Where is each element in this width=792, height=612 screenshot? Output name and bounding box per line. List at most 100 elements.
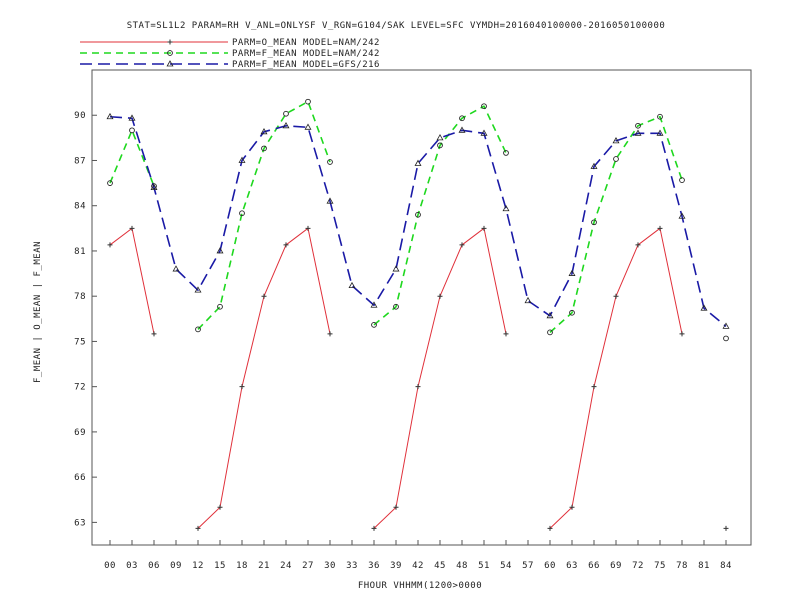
data-point-marker — [172, 265, 180, 272]
data-point-marker — [283, 110, 289, 117]
data-point-marker — [722, 322, 730, 329]
data-point-marker — [657, 225, 663, 231]
x-tick-label: 03 — [126, 561, 138, 571]
data-point-marker — [167, 50, 173, 56]
data-point-marker — [590, 162, 598, 169]
y-axis: 63 66 69 72 75 78 81 84 87 90 — [74, 111, 97, 528]
data-point-marker — [613, 293, 619, 299]
x-tick-label: 51 — [478, 561, 490, 571]
x-tick-label: 33 — [346, 561, 358, 571]
legend-label-0: PARM=O_MEAN MODEL=NAM/242 — [232, 38, 380, 48]
data-point-marker — [459, 115, 465, 122]
x-tick-label: 84 — [720, 561, 732, 571]
data-point-marker — [239, 210, 245, 217]
data-point-marker — [348, 281, 356, 289]
y-tick-label: 72 — [74, 383, 86, 393]
data-point-marker — [195, 326, 201, 333]
x-tick-label: 30 — [324, 561, 336, 571]
x-tick-label: 63 — [566, 561, 578, 571]
x-axis-label: FHOUR VHHMM(1200>0000 — [358, 581, 482, 591]
y-tick-label: 78 — [74, 292, 86, 302]
x-tick-label: 78 — [676, 561, 688, 571]
data-point-marker — [282, 121, 290, 129]
series-line-0 — [110, 228, 726, 528]
data-point-marker — [634, 129, 642, 136]
x-tick-label: 24 — [280, 561, 292, 571]
data-point-marker — [393, 504, 399, 510]
data-point-marker — [304, 123, 312, 130]
x-tick-label: 57 — [522, 561, 534, 571]
data-point-marker — [283, 242, 289, 248]
x-tick-label: 12 — [192, 561, 204, 571]
data-point-marker — [546, 311, 554, 319]
data-point-marker — [723, 335, 729, 342]
data-point-marker — [569, 309, 575, 316]
data-point-marker — [392, 265, 400, 272]
x-tick-label: 48 — [456, 561, 468, 571]
data-point-marker — [635, 242, 641, 248]
data-point-marker — [239, 384, 245, 390]
data-point-marker — [503, 331, 509, 337]
data-point-marker — [678, 212, 686, 219]
x-tick-label: 21 — [258, 561, 270, 571]
y-tick-label: 90 — [74, 111, 86, 121]
data-point-marker — [657, 113, 663, 120]
chart-title: STAT=SL1L2 PARAM=RH V_ANL=ONLYSF V_RGN=G… — [127, 21, 666, 31]
series-lines — [110, 102, 726, 529]
data-point-marker — [151, 183, 157, 189]
y-tick-label: 69 — [74, 428, 86, 438]
data-point-marker — [238, 156, 246, 163]
data-point-marker — [371, 525, 377, 531]
plot-frame — [91, 69, 752, 546]
data-point-marker — [261, 145, 267, 152]
data-point-marker — [393, 303, 399, 310]
data-point-marker — [129, 127, 135, 134]
x-tick-label: 54 — [500, 561, 512, 571]
data-point-marker — [326, 197, 334, 204]
y-tick-label: 87 — [74, 156, 86, 166]
data-point-marker — [436, 134, 444, 141]
data-point-marker — [305, 98, 311, 105]
y-axis-label: F_MEAN | O_MEAN | F_MEAN — [33, 241, 43, 383]
data-point-marker — [327, 159, 333, 165]
y-tick-label: 75 — [74, 337, 86, 347]
x-tick-label: 75 — [654, 561, 666, 571]
data-point-marker — [656, 129, 664, 136]
y-tick-label: 66 — [74, 473, 86, 483]
data-point-marker — [217, 504, 223, 510]
series-line-2 — [109, 115, 727, 327]
x-tick-label: 18 — [236, 561, 248, 571]
data-point-marker — [261, 293, 267, 299]
data-point-marker — [305, 225, 311, 231]
data-point-marker — [437, 142, 443, 149]
x-tick-label: 00 — [104, 561, 116, 571]
series-line-1 — [110, 102, 726, 339]
legend-label-2: PARM=F_MEAN MODEL=GFS/216 — [232, 60, 380, 70]
data-point-marker — [591, 219, 597, 226]
data-point-marker — [194, 286, 202, 293]
data-point-marker — [371, 321, 377, 328]
data-point-marker — [107, 180, 113, 186]
data-point-marker — [128, 114, 136, 121]
data-point-marker — [503, 150, 509, 156]
x-tick-label: 06 — [148, 561, 160, 571]
data-point-marker — [217, 303, 223, 310]
x-tick-label: 81 — [698, 561, 710, 571]
data-point-marker — [370, 301, 378, 308]
data-point-marker — [106, 112, 114, 120]
data-point-marker — [679, 331, 685, 337]
data-point-marker — [107, 242, 113, 248]
y-tick-label: 63 — [74, 518, 86, 528]
x-tick-label: 39 — [390, 561, 402, 571]
data-point-marker — [481, 103, 487, 110]
data-point-marker — [612, 137, 620, 144]
data-point-marker — [260, 128, 268, 135]
x-axis: 00 03 06 09 12 15 18 21 24 27 30 33 36 39 42 45 48 51 54 57… — [104, 540, 732, 571]
x-tick-label: 15 — [214, 561, 226, 571]
x-tick-label: 27 — [302, 561, 314, 571]
data-point-marker — [502, 204, 510, 212]
legend-label-1: PARM=F_MEAN MODEL=NAM/242 — [232, 49, 380, 59]
data-point-marker — [591, 384, 597, 390]
